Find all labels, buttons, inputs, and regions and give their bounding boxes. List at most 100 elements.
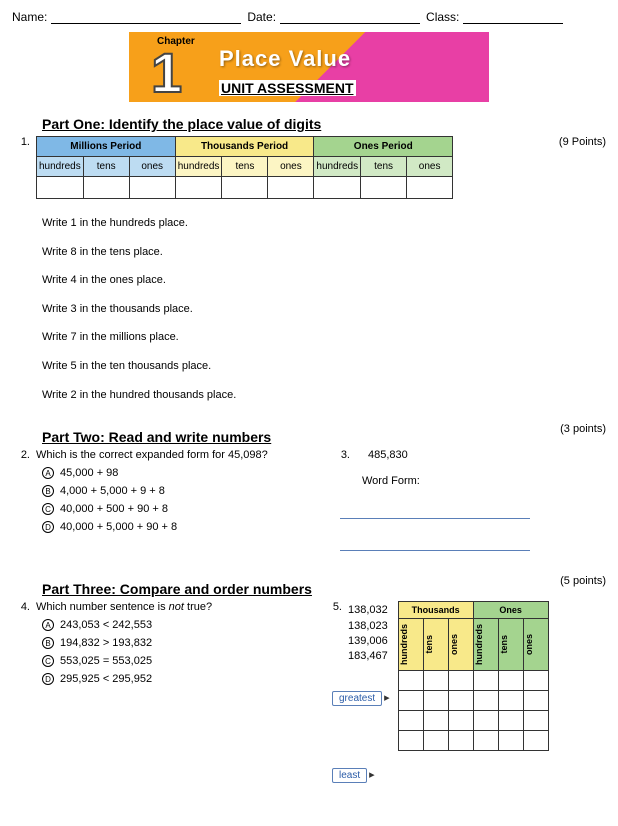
period-ones: Ones Period [314, 137, 453, 157]
pv-sub-hundreds: hundreds [37, 157, 84, 177]
option-B[interactable]: B 194,832 > 193,832 [42, 637, 312, 649]
pv-sub-tens: tens [83, 157, 129, 177]
ord-cell[interactable] [398, 731, 423, 751]
date-label: Date: [247, 10, 276, 24]
option-text: 40,000 + 5,000 + 90 + 8 [60, 521, 177, 533]
ord-cell[interactable] [523, 671, 548, 691]
order-table: Thousands Ones hundredstensoneshundredst… [398, 601, 549, 751]
name-label: Name: [12, 10, 47, 24]
part3-title: Part Three: Compare and order numbers [42, 581, 312, 597]
ord-cell[interactable] [498, 671, 523, 691]
option-circle-icon: A [42, 467, 54, 479]
place-value-table-wrap: Millions Period Thousands Period Ones Pe… [36, 136, 453, 199]
q1-number: 1. [12, 136, 36, 148]
pv-cell[interactable] [361, 177, 407, 199]
chapter-number: 1 [151, 40, 182, 105]
option-circle-icon: D [42, 521, 54, 533]
ord-cell[interactable] [448, 711, 473, 731]
option-text: 194,832 > 193,832 [60, 637, 152, 649]
arrow-icon: ▸ [384, 692, 390, 704]
option-circle-icon: C [42, 503, 54, 515]
q4-options: A243,053 < 242,553 B 194,832 > 193,832 C553… [42, 619, 312, 685]
q2-options: A45,000 + 98 B 4,000 + 5,000 + 9 + 8 C 40,00… [42, 467, 312, 533]
option-circle-icon: A [42, 619, 54, 631]
instruction-line: Write 1 in the hundreds place. [42, 209, 606, 238]
pv-sub-hundreds: hundreds [175, 157, 222, 177]
ord-cell[interactable] [398, 671, 423, 691]
greatest-tag: greatest [332, 691, 382, 706]
q4-number: 4. [12, 601, 36, 613]
ord-cell[interactable] [423, 711, 448, 731]
option-C[interactable]: C553,025 = 553,025 [42, 655, 312, 667]
class-label: Class: [426, 10, 459, 24]
ord-thousands: Thousands [398, 602, 473, 619]
ord-sub-tens: tens [423, 619, 448, 671]
instruction-line: Write 7 in the millions place. [42, 323, 606, 352]
pv-sub-tens: tens [222, 157, 268, 177]
option-text: 4,000 + 5,000 + 9 + 8 [60, 485, 165, 497]
option-D[interactable]: D 40,000 + 5,000 + 90 + 8 [42, 521, 312, 533]
ord-cell[interactable] [398, 711, 423, 731]
pv-cell[interactable] [314, 177, 361, 199]
ord-cell[interactable] [523, 731, 548, 751]
ord-sub-hundreds: hundreds [473, 619, 498, 671]
word-form-line-1[interactable] [340, 501, 530, 519]
q2-text: Which is the correct expanded form for 4… [36, 449, 268, 461]
ord-sub-tens: tens [498, 619, 523, 671]
option-text: 40,000 + 500 + 90 + 8 [60, 503, 168, 515]
option-circle-icon: D [42, 673, 54, 685]
option-C[interactable]: C 40,000 + 500 + 90 + 8 [42, 503, 312, 515]
ord-cell[interactable] [498, 711, 523, 731]
ord-cell[interactable] [473, 691, 498, 711]
place-value-table: Millions Period Thousands Period Ones Pe… [36, 136, 453, 199]
ord-cell[interactable] [523, 691, 548, 711]
pv-sub-ones: ones [129, 157, 175, 177]
ord-cell[interactable] [423, 731, 448, 751]
ord-cell[interactable] [423, 671, 448, 691]
instruction-line: Write 8 in the tens place. [42, 238, 606, 267]
q4-text: Which number sentence is not true? [36, 601, 212, 613]
ord-cell[interactable] [473, 671, 498, 691]
pv-cell[interactable] [37, 177, 84, 199]
least-tag: least [332, 768, 367, 783]
ord-sub-hundreds: hundreds [398, 619, 423, 671]
option-circle-icon: B [42, 485, 54, 497]
option-A[interactable]: A45,000 + 98 [42, 467, 312, 479]
ord-cell[interactable] [423, 691, 448, 711]
chapter-subtitle: UNIT ASSESSMENT [219, 80, 356, 96]
ord-cell[interactable] [448, 731, 473, 751]
pv-cell[interactable] [129, 177, 175, 199]
instruction-line: Write 5 in the ten thousands place. [42, 352, 606, 381]
chapter-banner: Chapter 1 Place Value UNIT ASSESSMENT [129, 32, 489, 102]
part1-instructions: Write 1 in the hundreds place.Write 8 in… [42, 209, 606, 409]
ord-cell[interactable] [448, 691, 473, 711]
instruction-line: Write 2 in the hundred thousands place. [42, 381, 606, 410]
instruction-line: Write 3 in the thousands place. [42, 295, 606, 324]
class-blank[interactable] [463, 10, 563, 24]
ord-cell[interactable] [523, 711, 548, 731]
ord-cell[interactable] [498, 691, 523, 711]
ord-cell[interactable] [473, 731, 498, 751]
pv-cell[interactable] [175, 177, 222, 199]
option-A[interactable]: A243,053 < 242,553 [42, 619, 312, 631]
instruction-line: Write 4 in the ones place. [42, 266, 606, 295]
ord-cell[interactable] [398, 691, 423, 711]
word-form-line-2[interactable] [340, 533, 530, 551]
option-text: 553,025 = 553,025 [60, 655, 152, 667]
option-text: 295,925 < 295,952 [60, 673, 152, 685]
option-D[interactable]: D 295,925 < 295,952 [42, 673, 312, 685]
name-blank[interactable] [51, 10, 241, 24]
ord-cell[interactable] [498, 731, 523, 751]
pv-cell[interactable] [83, 177, 129, 199]
option-circle-icon: B [42, 637, 54, 649]
ord-cell[interactable] [473, 711, 498, 731]
part2-title: Part Two: Read and write numbers [42, 429, 271, 445]
option-B[interactable]: B 4,000 + 5,000 + 9 + 8 [42, 485, 312, 497]
pv-cell[interactable] [268, 177, 314, 199]
pv-cell[interactable] [407, 177, 453, 199]
date-blank[interactable] [280, 10, 420, 24]
q5-number: 5. [332, 601, 348, 613]
pv-sub-tens: tens [361, 157, 407, 177]
ord-cell[interactable] [448, 671, 473, 691]
pv-cell[interactable] [222, 177, 268, 199]
